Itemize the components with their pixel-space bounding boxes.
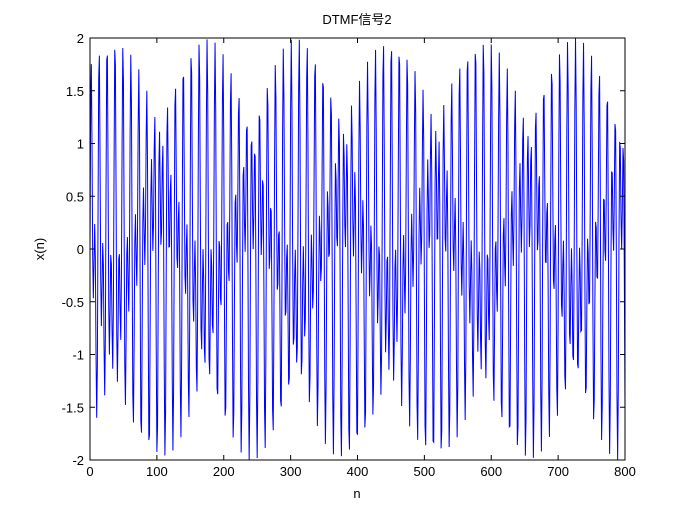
y-tick-label: -2 <box>72 453 84 468</box>
x-tick-label: 100 <box>146 464 168 479</box>
x-tick-label: 400 <box>347 464 369 479</box>
x-tick-label: 300 <box>280 464 302 479</box>
y-tick-label: -0.5 <box>62 295 84 310</box>
x-tick-label: 600 <box>480 464 502 479</box>
y-tick-label: 0 <box>77 242 84 257</box>
y-axis-label: x(n) <box>32 238 47 260</box>
x-axis-label: n <box>353 486 360 501</box>
signal-line <box>89 38 626 460</box>
y-tick-label: -1 <box>72 348 84 363</box>
x-tick-label: 0 <box>86 464 93 479</box>
y-tick-label: -1.5 <box>62 400 84 415</box>
y-tick-label: 1 <box>77 137 84 152</box>
plot-area: 0 100 200 300 400 500 600 700 800 -2 -1.5 -1 -0.5 0 0.… <box>62 31 636 479</box>
x-tick-label: 200 <box>213 464 235 479</box>
y-tick-label: 1.5 <box>66 84 84 99</box>
x-tick-label: 500 <box>414 464 436 479</box>
y-tick-label: 0.5 <box>66 189 84 204</box>
x-tick-label: 700 <box>547 464 569 479</box>
y-tick-label: 2 <box>77 31 84 46</box>
chart-title: DTMF信号2 <box>322 12 391 27</box>
x-tick-label: 800 <box>614 464 636 479</box>
